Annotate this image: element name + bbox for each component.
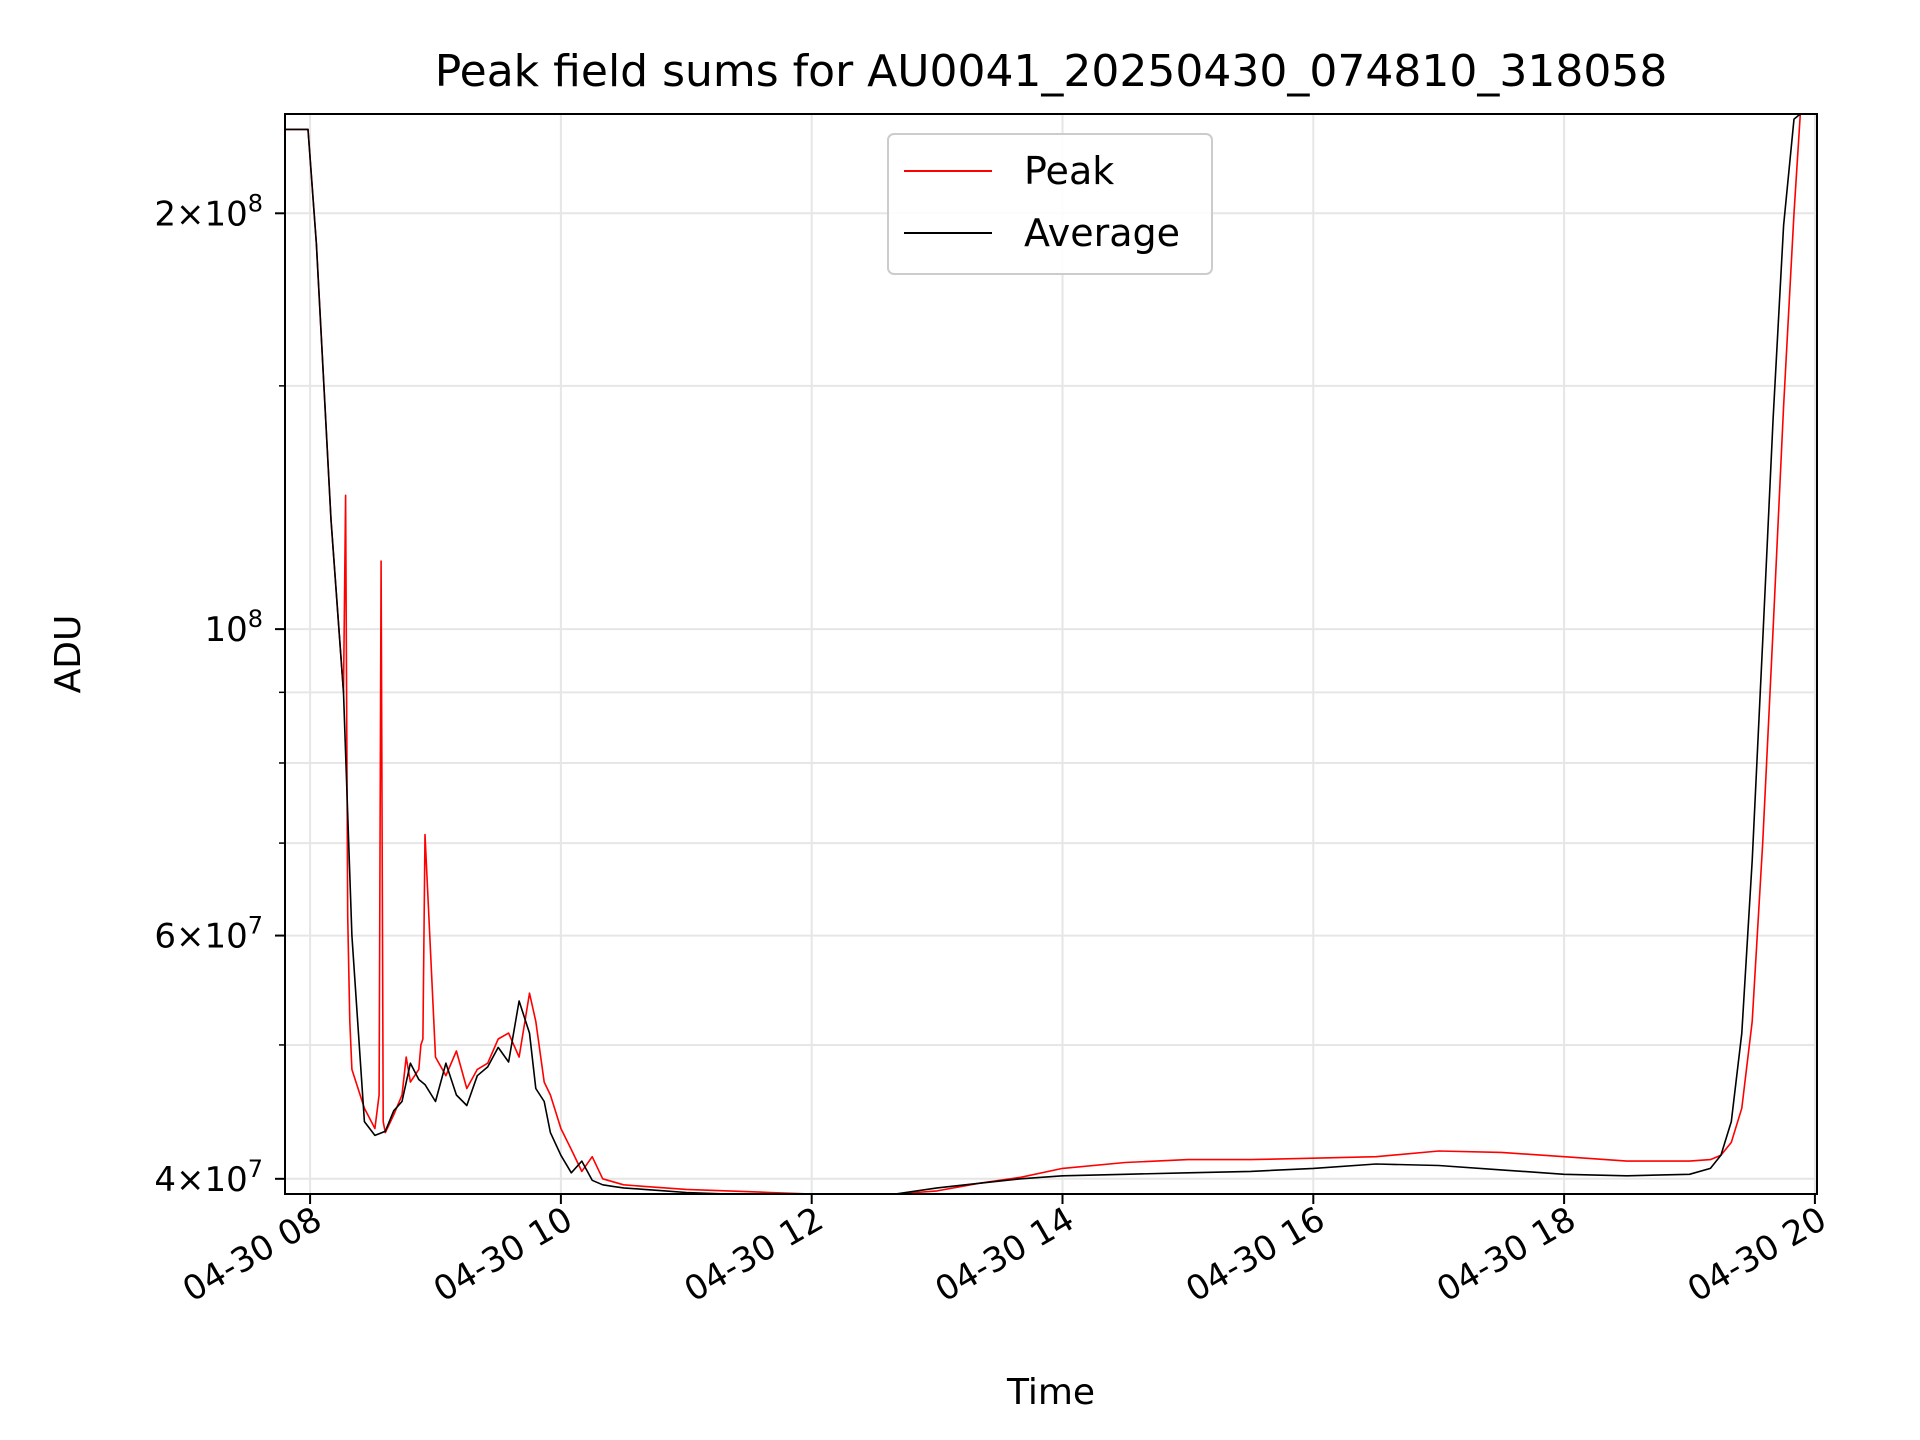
grid-layer xyxy=(285,114,1817,1194)
y-axis-label: ADU xyxy=(48,615,89,694)
legend: Peak Average xyxy=(887,133,1213,275)
x-axis-label: Time xyxy=(1006,1372,1095,1413)
y-tick-label: 6×107 xyxy=(154,912,263,957)
series-line-peak xyxy=(285,113,1802,1195)
series-line-average xyxy=(285,113,1801,1195)
plot-frame xyxy=(284,113,1818,1195)
legend-label-peak: Peak xyxy=(1024,149,1114,193)
chart-title: Peak field sums for AU0041_20250430_0748… xyxy=(435,46,1668,97)
legend-box xyxy=(887,133,1213,275)
y-tick-label: 2×108 xyxy=(154,189,263,234)
legend-label-average: Average xyxy=(1024,211,1180,255)
y-tick-label: 108 xyxy=(204,605,263,650)
series-layer xyxy=(285,113,1802,1195)
y-tick-label: 4×107 xyxy=(154,1155,263,1200)
